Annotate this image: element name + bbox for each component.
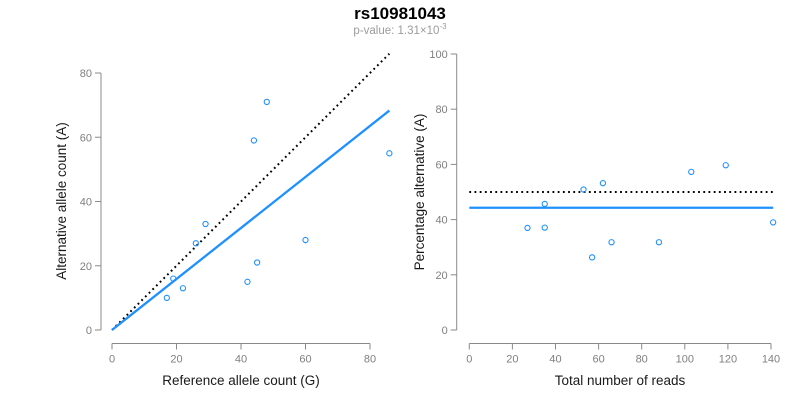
y-tick-label: 100: [429, 49, 447, 61]
data-point: [770, 219, 777, 226]
x-tick-label: 0: [109, 354, 115, 366]
x-tick-label: 60: [592, 354, 604, 366]
data-point: [524, 224, 531, 232]
data-point: [250, 137, 258, 144]
data-point: [170, 275, 177, 282]
y-tick-label: 20: [80, 261, 92, 273]
x-tick-label: 0: [466, 354, 472, 366]
x-tick-label: 40: [549, 354, 561, 366]
data-point: [179, 285, 187, 292]
x-tick-label: 80: [364, 354, 376, 366]
y-tick-label: 80: [435, 104, 447, 116]
data-point: [263, 98, 270, 106]
x-tick-label: 140: [762, 354, 780, 366]
x-tick-label: 20: [506, 354, 518, 366]
y-tick-label: 40: [80, 197, 92, 209]
x-tick-label: 120: [719, 354, 737, 366]
data-point: [599, 180, 607, 187]
data-point: [580, 186, 587, 193]
y-tick-label: 60: [80, 132, 92, 144]
right-y-axis-title: Percentage alternative (A): [412, 114, 427, 271]
data-point: [386, 150, 393, 157]
y-tick-label: 40: [435, 215, 447, 227]
data-point: [722, 162, 729, 169]
x-tick-label: 60: [299, 354, 311, 366]
right-x-axis-title: Total number of reads: [555, 373, 686, 388]
data-point: [655, 239, 663, 246]
expected-1-to-1-line: [111, 53, 391, 331]
data-point: [688, 168, 695, 176]
x-tick-label: 80: [636, 354, 648, 366]
data-point: [541, 200, 548, 208]
left-plot: Reference allele count (G) Alternative a…: [54, 53, 393, 388]
data-point: [163, 294, 170, 302]
y-tick-label: 60: [435, 159, 447, 171]
y-tick-label: 20: [435, 270, 447, 282]
data-point: [302, 236, 309, 244]
fit-line: [111, 109, 391, 331]
right-plot: Total number of reads Percentage alterna…: [412, 49, 780, 388]
x-tick-label: 20: [170, 354, 182, 366]
data-point: [541, 224, 548, 231]
data-point: [244, 278, 251, 285]
y-tick-label: 0: [86, 325, 92, 337]
data-point: [253, 259, 261, 266]
x-tick-label: 40: [235, 354, 247, 366]
y-tick-label: 80: [80, 68, 92, 80]
data-point: [202, 220, 209, 228]
y-tick-label: 0: [442, 325, 448, 337]
left-x-axis-title: Reference allele count (G): [162, 373, 320, 388]
left-y-axis-title: Alternative allele count (A): [54, 122, 69, 280]
data-point: [192, 240, 199, 247]
data-point: [588, 254, 596, 261]
x-tick-label: 100: [676, 354, 694, 366]
data-point: [608, 239, 615, 246]
